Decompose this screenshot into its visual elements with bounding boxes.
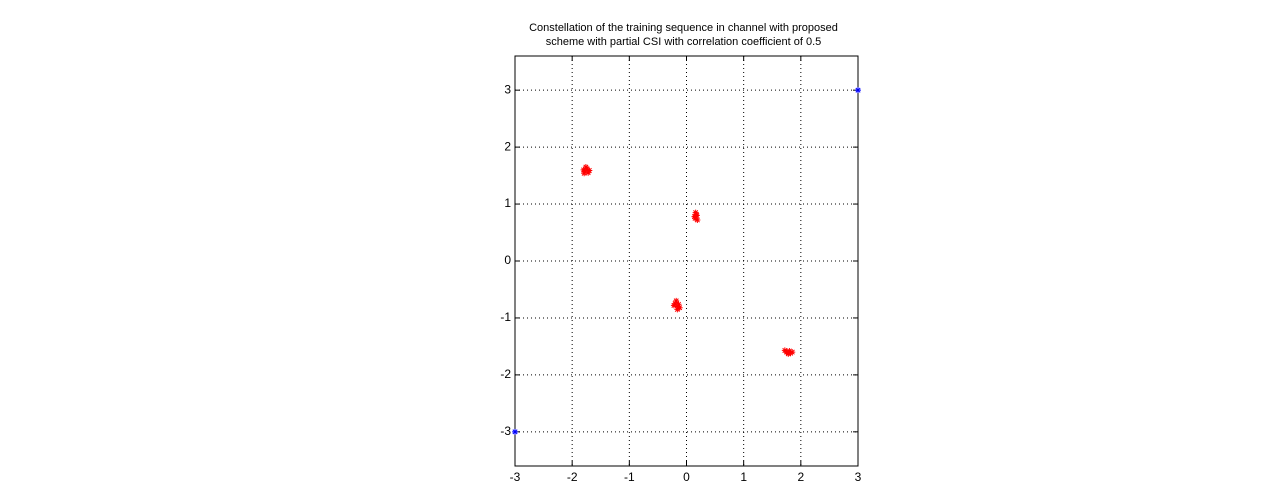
x-tick-label: 0 <box>683 470 690 484</box>
chart-title: scheme with partial CSI with correlation… <box>546 36 822 48</box>
point <box>855 87 861 94</box>
point <box>586 167 593 174</box>
point <box>781 347 788 354</box>
plot-border <box>514 55 859 467</box>
chart-title: Constellation of the training sequence i… <box>529 22 838 34</box>
point <box>693 211 700 218</box>
y-tick-label: 3 <box>504 82 511 96</box>
y-tick-label: 1 <box>504 196 511 210</box>
y-tick-label: -1 <box>500 310 511 324</box>
point <box>673 297 680 304</box>
point <box>675 301 682 308</box>
point <box>512 428 518 435</box>
point <box>585 169 592 176</box>
x-tick-label: -1 <box>624 470 635 484</box>
y-tick-label: 2 <box>504 139 511 153</box>
y-tick-label: 0 <box>504 253 511 267</box>
y-tick-label: -2 <box>500 367 511 381</box>
point <box>694 217 701 223</box>
point <box>582 164 589 171</box>
point <box>787 350 794 357</box>
point <box>580 166 587 173</box>
point <box>581 170 588 177</box>
point <box>692 209 699 216</box>
x-tick-label: 2 <box>797 470 804 484</box>
y-tick-label: -3 <box>500 424 511 438</box>
x-tick-label: 3 <box>855 470 862 484</box>
point <box>786 347 793 354</box>
point <box>674 306 681 313</box>
point <box>670 302 677 309</box>
x-tick-label: 1 <box>740 470 747 484</box>
x-tick-label: -2 <box>567 470 578 484</box>
x-tick-label: -3 <box>510 470 521 484</box>
point <box>785 350 792 357</box>
